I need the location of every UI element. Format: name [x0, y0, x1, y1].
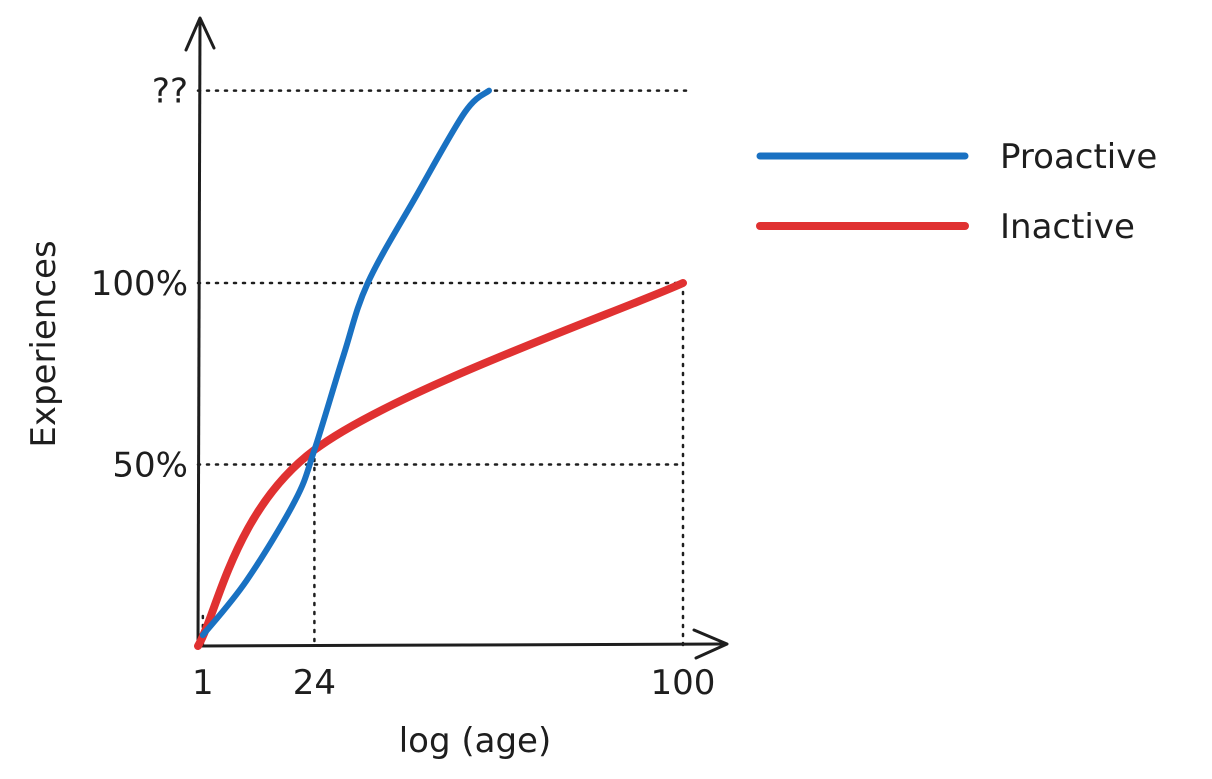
y-tick-label-100: 100%: [91, 264, 188, 304]
x-tick-label-100: 100: [651, 663, 716, 703]
x-axis-line: [196, 642, 726, 648]
y-axis-title: Experiences: [24, 240, 64, 447]
y-tick-label-: ??: [152, 72, 188, 112]
guide-lines: [196, 89, 690, 648]
y-axis-line: [196, 20, 202, 648]
axes: [184, 16, 729, 660]
y-tick-label-50: 50%: [112, 446, 188, 486]
x-tick-label-24: 24: [293, 663, 336, 703]
series-lines: [194, 87, 687, 650]
x-axis-arrow-icon: [692, 628, 729, 660]
series-line-proactive: [199, 87, 492, 639]
x-tick-label-1: 1: [192, 663, 214, 703]
y-axis-arrow-icon: [184, 16, 216, 52]
legend-label-inactive: Inactive: [1000, 207, 1135, 247]
tick-labels: 50% 100%?? 1 24 100: [91, 72, 716, 703]
legend-label-proactive: Proactive: [1000, 137, 1157, 177]
series-line-inactive: [194, 279, 687, 650]
legend: Proactive Inactive: [756, 137, 1157, 247]
x-axis-title: log (age): [399, 721, 552, 761]
